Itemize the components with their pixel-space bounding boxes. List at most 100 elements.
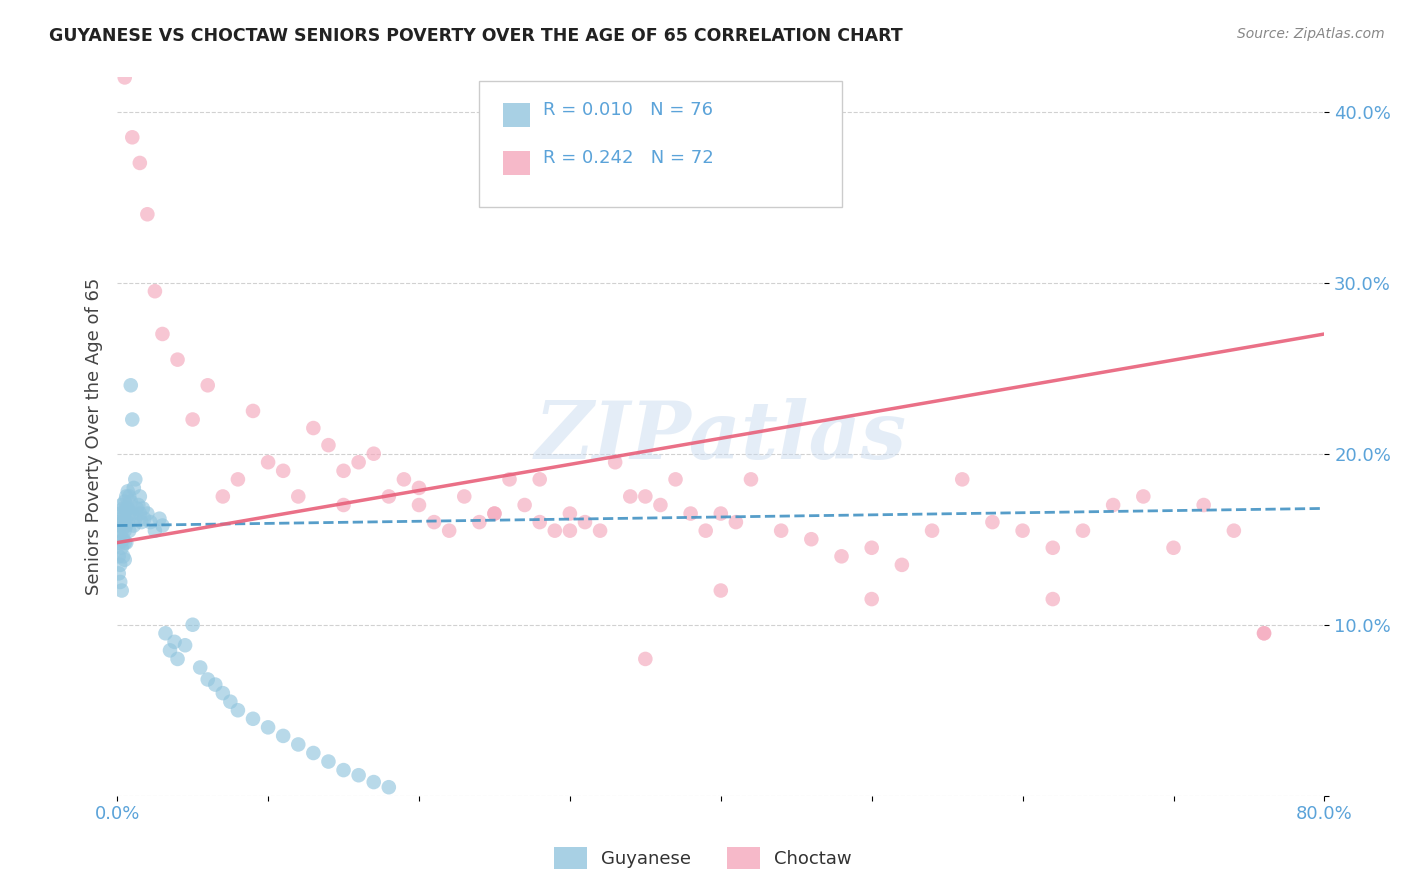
Point [950,472,973,486]
Text: ZIPatlas: ZIPatlas [534,398,907,475]
Point [1071,524,1094,538]
Legend: Guyanese, Choctaw: Guyanese, Choctaw [546,838,860,879]
Point [120,378,142,392]
Point [981,515,1004,529]
Point [408,481,430,495]
Point [143,524,166,538]
Point [127,498,149,512]
Point [107,566,129,581]
Point [181,412,204,426]
Point [257,720,280,734]
Point [114,535,136,549]
Point [139,515,162,529]
Point [124,472,146,486]
Point [174,638,197,652]
Point [332,498,354,512]
Point [287,738,309,752]
Point [332,763,354,777]
Point [114,553,136,567]
Point [118,490,141,504]
Point [1253,626,1275,640]
Point [166,352,188,367]
Point [117,484,139,499]
Point [166,652,188,666]
Point [408,498,430,512]
Text: R = 0.010   N = 76: R = 0.010 N = 76 [543,101,713,119]
Point [181,617,204,632]
Point [132,501,155,516]
Point [287,490,309,504]
Point [152,518,174,533]
FancyBboxPatch shape [503,152,530,175]
Point [112,549,135,564]
Point [242,712,264,726]
Point [219,695,242,709]
Point [112,533,135,547]
Point [484,507,506,521]
Point [1223,524,1246,538]
Point [114,524,136,538]
Point [136,507,159,521]
Point [378,490,401,504]
Point [128,490,150,504]
Point [152,326,174,341]
Point [302,746,325,760]
Point [163,635,186,649]
Point [392,472,415,486]
Point [111,524,134,538]
Point [108,558,131,572]
Point [121,130,143,145]
Point [115,535,138,549]
Point [107,535,129,549]
Point [107,524,129,538]
Point [121,412,143,426]
Point [107,549,129,564]
Point [111,498,134,512]
Point [117,501,139,516]
Point [108,574,131,589]
Point [155,626,177,640]
Point [1253,626,1275,640]
Point [197,673,219,687]
Point [529,515,551,529]
Point [363,447,385,461]
Point [695,524,717,538]
Point [242,404,264,418]
Point [484,507,506,521]
Point [1011,524,1033,538]
Point [108,518,131,533]
Point [226,703,249,717]
Point [211,686,233,700]
Point [111,511,134,525]
Point [122,481,145,495]
Point [115,501,138,516]
Point [679,507,702,521]
Point [107,515,129,529]
Point [634,490,657,504]
Point [125,501,148,516]
Point [120,494,142,508]
Point [529,472,551,486]
Point [1132,490,1154,504]
Point [111,583,134,598]
Point [453,490,475,504]
Point [860,541,883,555]
Point [318,438,340,452]
Point [117,515,139,529]
Point [136,207,159,221]
Point [159,643,181,657]
Point [544,524,567,538]
FancyBboxPatch shape [479,81,842,207]
Point [121,507,143,521]
Point [302,421,325,435]
Point [710,507,733,521]
Point [108,535,131,549]
Point [437,524,460,538]
Point [124,511,146,525]
Point [197,378,219,392]
Point [122,518,145,533]
Point [114,507,136,521]
Point [740,472,762,486]
Point [257,455,280,469]
Point [650,498,672,512]
